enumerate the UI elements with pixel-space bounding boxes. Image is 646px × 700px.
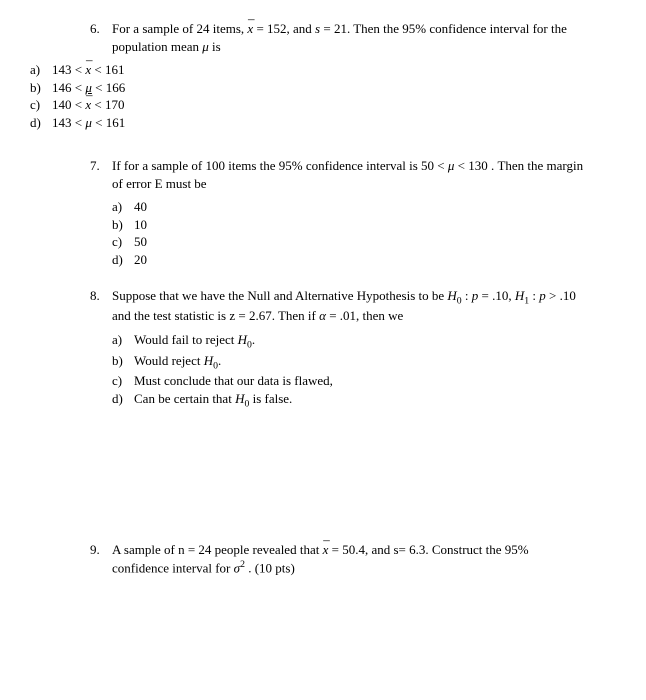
opt-value: 50 xyxy=(134,233,147,251)
q8-opt-d: d)Can be certain that H0 is false. xyxy=(112,390,586,411)
h0-icon: H xyxy=(447,288,456,303)
q7-options: a)40 b)10 c)50 d)20 xyxy=(112,198,586,268)
q9-t1: A sample of n = 24 people revealed that xyxy=(112,542,323,557)
q8-options: a)Would fail to reject H0. b)Would rejec… xyxy=(112,331,586,411)
question-8: 8. Suppose that we have the Null and Alt… xyxy=(90,287,586,411)
q8-opt-a: a)Would fail to reject H0. xyxy=(112,331,586,352)
opt-label: b) xyxy=(30,79,52,97)
q8-t1: Suppose that we have the Null and Altern… xyxy=(112,288,447,303)
opt-value: 143 < μ < 161 xyxy=(52,114,125,132)
q8-opt-c: c)Must conclude that our data is flawed, xyxy=(112,372,586,390)
question-7: 7. If for a sample of 100 items the 95% … xyxy=(90,157,586,268)
opt-label: d) xyxy=(112,251,134,269)
q9-t3: . (10 pts) xyxy=(245,561,295,576)
q6-t1: For a sample of 24 items, xyxy=(112,21,247,36)
q6-body: For a sample of 24 items, x = 152, and s… xyxy=(112,20,586,55)
opt-value: 143 < x < 161 xyxy=(52,61,124,79)
q9-number: 9. xyxy=(90,541,112,577)
xbar-icon: x xyxy=(247,20,253,38)
q8-opt-b: b)Would reject H0. xyxy=(112,352,586,373)
q6-options: a) 143 < x < 161 b) 146 < μ < 166 c) 140… xyxy=(30,61,586,131)
q6-number: 6. xyxy=(90,20,112,55)
q6-opt-c: c) 140 < x < 170 xyxy=(30,96,586,114)
opt-label: a) xyxy=(112,198,134,216)
xbar-icon: x xyxy=(85,61,91,79)
q7-body: If for a sample of 100 items the 95% con… xyxy=(112,157,586,192)
page: 6. For a sample of 24 items, x = 152, an… xyxy=(0,0,646,615)
opt-label: d) xyxy=(112,390,134,411)
q6-t2: = 152, and xyxy=(253,21,315,36)
opt-label: c) xyxy=(30,96,52,114)
q7-opt-a: a)40 xyxy=(112,198,586,216)
opt-label: b) xyxy=(112,352,134,373)
opt-value: Would reject H0. xyxy=(134,352,221,373)
question-6: 6. For a sample of 24 items, x = 152, an… xyxy=(60,20,586,131)
opt-value: 10 xyxy=(134,216,147,234)
opt-value: Would fail to reject H0. xyxy=(134,331,255,352)
opt-label: c) xyxy=(112,233,134,251)
opt-label: c) xyxy=(112,372,134,390)
q6-opt-d: d) 143 < μ < 161 xyxy=(30,114,586,132)
q7-t1: If for a sample of 100 items the 95% con… xyxy=(112,158,448,173)
opt-value: 20 xyxy=(134,251,147,269)
q8-number: 8. xyxy=(90,287,112,325)
q6-opt-a: a) 143 < x < 161 xyxy=(30,61,586,79)
xbar-icon: x xyxy=(323,541,329,559)
opt-value: 40 xyxy=(134,198,147,216)
q7-opt-d: d)20 xyxy=(112,251,586,269)
q7-opt-c: c)50 xyxy=(112,233,586,251)
opt-value: Can be certain that H0 is false. xyxy=(134,390,292,411)
xbar-icon: x xyxy=(85,96,91,114)
opt-label: b) xyxy=(112,216,134,234)
q7-opt-b: b)10 xyxy=(112,216,586,234)
q7-number: 7. xyxy=(90,157,112,192)
opt-label: d) xyxy=(30,114,52,132)
question-9: 9. A sample of n = 24 people revealed th… xyxy=(90,541,586,577)
h1-icon: H xyxy=(515,288,524,303)
opt-label: a) xyxy=(30,61,52,79)
opt-label: a) xyxy=(112,331,134,352)
q6-opt-b: b) 146 < μ < 166 xyxy=(30,79,586,97)
alpha-icon: α xyxy=(319,308,326,323)
q9-body: A sample of n = 24 people revealed that … xyxy=(112,541,586,577)
opt-value: 140 < x < 170 xyxy=(52,96,124,114)
q8-body: Suppose that we have the Null and Altern… xyxy=(112,287,586,325)
opt-value: Must conclude that our data is flawed, xyxy=(134,372,333,390)
q6-t4: is xyxy=(209,39,221,54)
